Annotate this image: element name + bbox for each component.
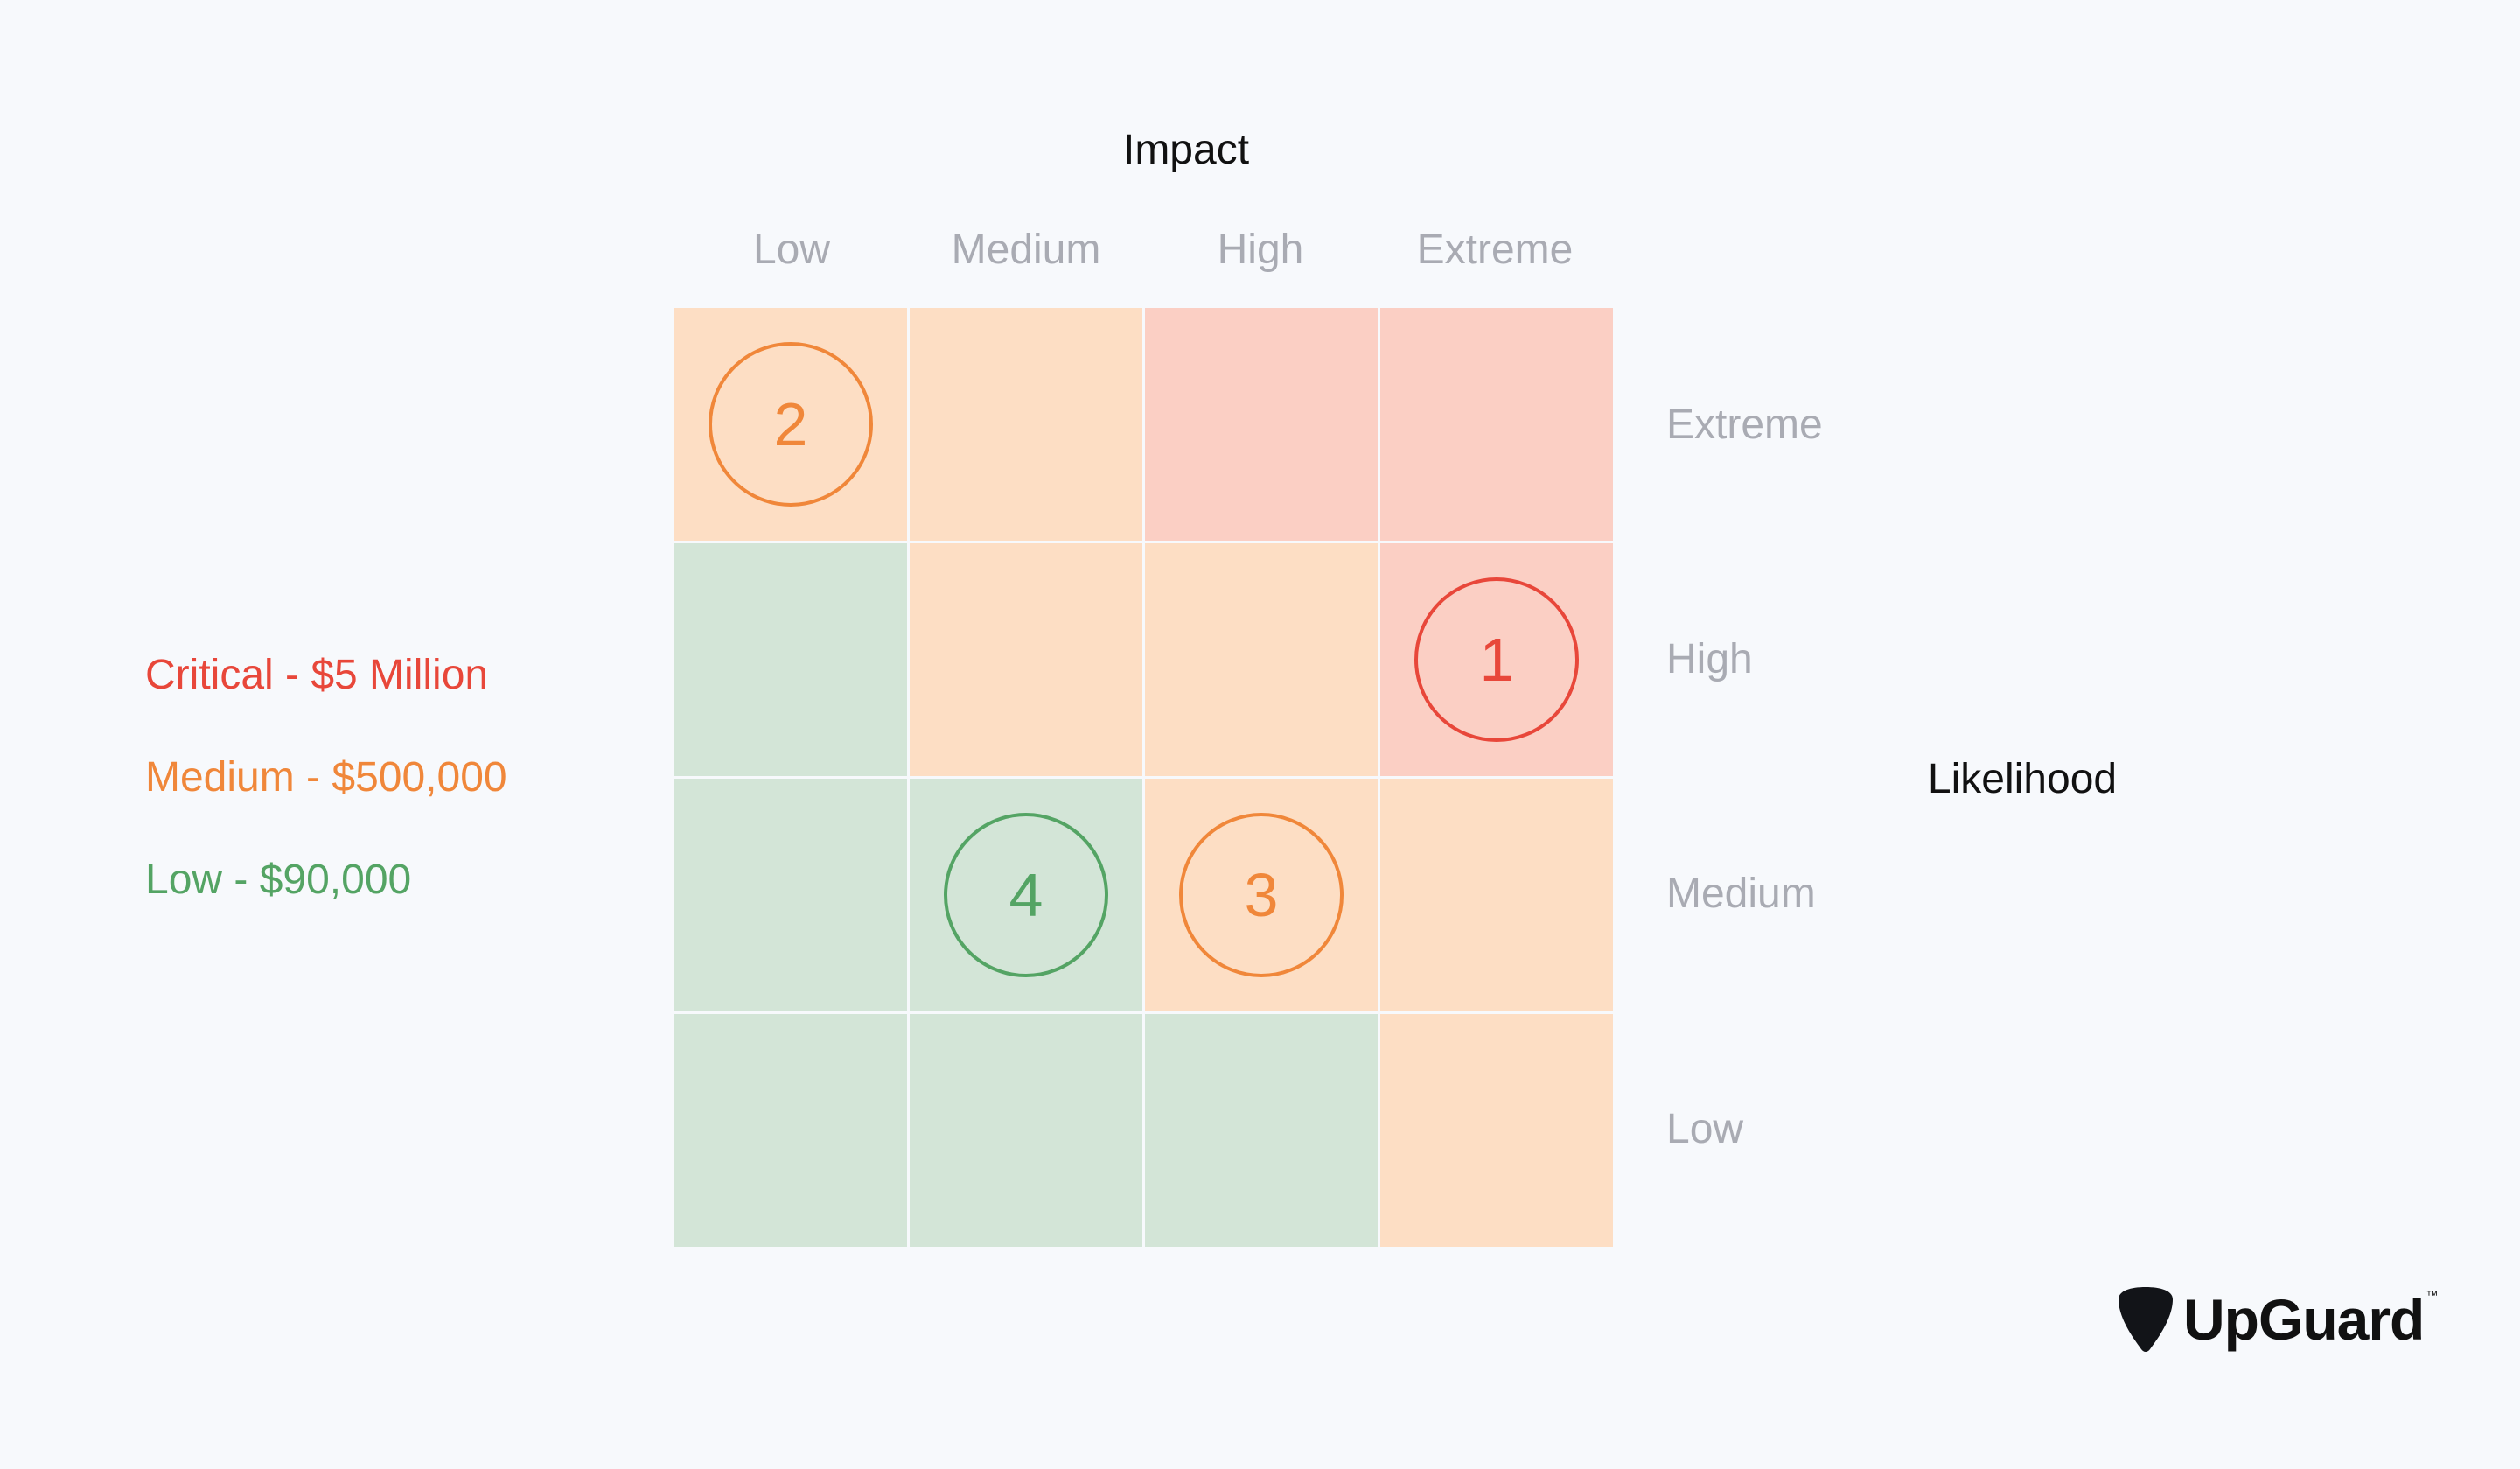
likelihood-label-high: High: [1666, 636, 1753, 682]
risk-marker-label: 3: [1244, 861, 1279, 929]
guitar-pick-icon: [2119, 1287, 2173, 1352]
cell-likelihood-low-impact-low: [674, 1014, 907, 1247]
risk-marker-4: 4: [944, 813, 1108, 977]
impact-label-high: High: [1217, 227, 1304, 273]
cell-likelihood-extreme-impact-high: [1145, 308, 1378, 541]
impact-label-low: Low: [752, 227, 831, 273]
risk-marker-label: 4: [1009, 861, 1044, 929]
legend-low: Low - $90,000: [145, 857, 412, 903]
risk-marker-2: 2: [709, 342, 873, 507]
cell-likelihood-extreme-impact-extreme: [1380, 308, 1613, 541]
cell-likelihood-low-impact-extreme: [1380, 1014, 1613, 1247]
risk-marker-label: 2: [773, 390, 808, 458]
cell-likelihood-medium-impact-high: 3: [1145, 779, 1378, 1011]
likelihood-label-extreme: Extreme: [1666, 402, 1823, 448]
likelihood-label-medium: Medium: [1666, 871, 1816, 917]
cell-likelihood-high-impact-medium: [910, 543, 1142, 776]
cell-likelihood-high-impact-extreme: 1: [1380, 543, 1613, 776]
legend-medium: Medium - $500,000: [145, 754, 507, 801]
likelihood-label-low: Low: [1666, 1106, 1744, 1152]
cell-likelihood-extreme-impact-low: 2: [674, 308, 907, 541]
impact-axis-title: Impact: [1122, 127, 1250, 173]
risk-matrix-grid: 2 1 4 3: [674, 308, 1613, 1247]
risk-marker-1: 1: [1414, 577, 1579, 742]
cell-likelihood-low-impact-medium: [910, 1014, 1142, 1247]
risk-marker-3: 3: [1179, 813, 1344, 977]
logo-trademark: ™: [2426, 1288, 2439, 1302]
cell-likelihood-extreme-impact-medium: [910, 308, 1142, 541]
cell-likelihood-medium-impact-extreme: [1380, 779, 1613, 1011]
risk-marker-label: 1: [1479, 626, 1514, 694]
cell-likelihood-low-impact-high: [1145, 1014, 1378, 1247]
legend-critical: Critical - $5 Million: [145, 652, 489, 698]
upguard-logo: UpGuard ™: [2117, 1284, 2438, 1354]
impact-label-extreme: Extreme: [1416, 227, 1574, 273]
cell-likelihood-medium-impact-medium: 4: [910, 779, 1142, 1011]
likelihood-axis-title: Likelihood: [1927, 756, 2118, 802]
cell-likelihood-medium-impact-low: [674, 779, 907, 1011]
cell-likelihood-high-impact-low: [674, 543, 907, 776]
logo-wordmark: UpGuard: [2183, 1287, 2425, 1352]
impact-label-medium: Medium: [951, 227, 1101, 273]
cell-likelihood-high-impact-high: [1145, 543, 1378, 776]
